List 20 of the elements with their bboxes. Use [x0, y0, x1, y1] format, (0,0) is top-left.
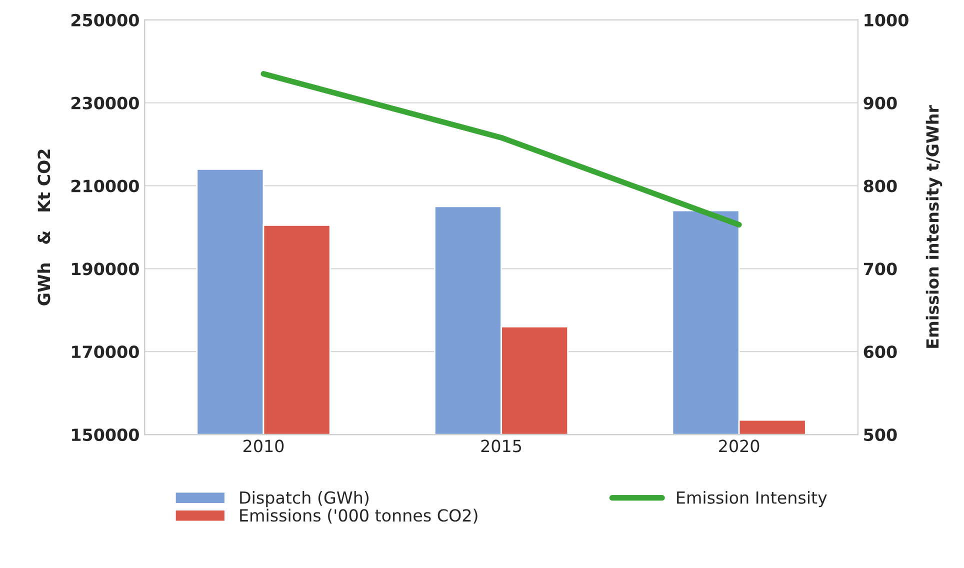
x-tick-label: 2020	[719, 440, 760, 452]
y2-tick-label: 500	[864, 428, 897, 442]
y-tick-label: 230000	[71, 96, 139, 110]
y-tick-label: 250000	[71, 14, 139, 26]
y2-axis-title: Emission intensity t/GWhr	[926, 105, 942, 348]
y-tick-label: 170000	[72, 346, 139, 358]
legend-label: Emission Intensity	[677, 490, 827, 508]
y2-tick-label: 700	[864, 262, 897, 276]
legend-label: Emissions ('000 tonnes CO2)	[240, 508, 478, 524]
y-axis-title: GWh & Kt CO2	[37, 150, 50, 306]
y-tick-label: 210000	[71, 180, 139, 192]
y-tick-label: 190000	[72, 262, 139, 276]
y2-tick-label: 900	[864, 96, 897, 110]
x-tick-label: 2010	[244, 440, 284, 452]
legend-label: Dispatch (GWh)	[240, 490, 369, 508]
x-tick-label: 2015	[481, 440, 522, 452]
y2-tick-label: 800	[864, 180, 897, 192]
y-tick-label: 150000	[72, 428, 139, 442]
y2-tick-label: 600	[864, 346, 897, 358]
y2-tick-label: 1000	[864, 14, 908, 26]
